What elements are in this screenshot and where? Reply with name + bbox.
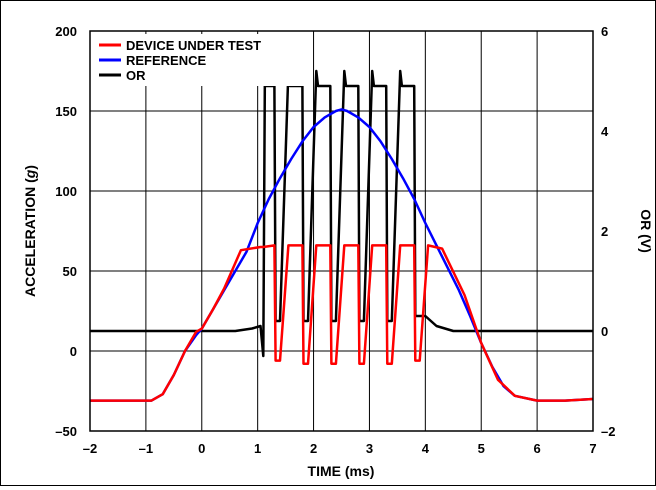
y-tick-label: 50 — [63, 264, 77, 279]
series-line-device-under-test — [90, 244, 594, 402]
y-tick-label: 150 — [55, 104, 77, 119]
y-tick-label: 100 — [55, 184, 77, 199]
legend-label-or: OR — [126, 68, 146, 83]
legend-label-reference: REFERENCE — [126, 53, 207, 68]
legend: DEVICE UNDER TEST REFERENCE OR — [93, 34, 311, 86]
x-tick-label: 0 — [198, 441, 205, 456]
plot-border — [89, 30, 594, 432]
y2-tick-label: 2 — [601, 224, 608, 239]
x-tick-label: 5 — [478, 441, 485, 456]
y2-tick-label: –2 — [601, 424, 615, 439]
x-axis-label: TIME (ms) — [308, 463, 375, 479]
y2-tick-label: 4 — [601, 124, 609, 139]
series-line-or — [90, 69, 593, 358]
y-tick-label: 200 — [55, 24, 77, 39]
y2-axis-label: OR (V) — [638, 209, 654, 253]
x-tick-label: 2 — [310, 441, 317, 456]
x-tick-labels: –2 –1 0 1 2 3 4 5 6 7 — [83, 441, 597, 456]
y-tick-label: –50 — [55, 424, 77, 439]
x-tick-label: 3 — [366, 441, 373, 456]
x-tick-label: 1 — [254, 441, 261, 456]
x-tick-label: 7 — [589, 441, 596, 456]
y2-tick-label: 6 — [601, 24, 608, 39]
y2-tick-labels: –2 0 2 4 6 — [601, 24, 615, 439]
legend-label-dut: DEVICE UNDER TEST — [126, 38, 261, 53]
x-tick-label: –2 — [83, 441, 97, 456]
grid — [90, 31, 593, 431]
x-tick-label: –1 — [139, 441, 153, 456]
y-tick-label: 0 — [70, 344, 77, 359]
y-tick-labels: –50 0 50 100 150 200 — [55, 24, 77, 439]
legend-background — [93, 34, 311, 86]
x-tick-label: 4 — [422, 441, 430, 456]
y2-tick-label: 0 — [601, 324, 608, 339]
y-axis-label: ACCELERATION (g) — [22, 165, 38, 297]
x-tick-label: 6 — [533, 441, 540, 456]
